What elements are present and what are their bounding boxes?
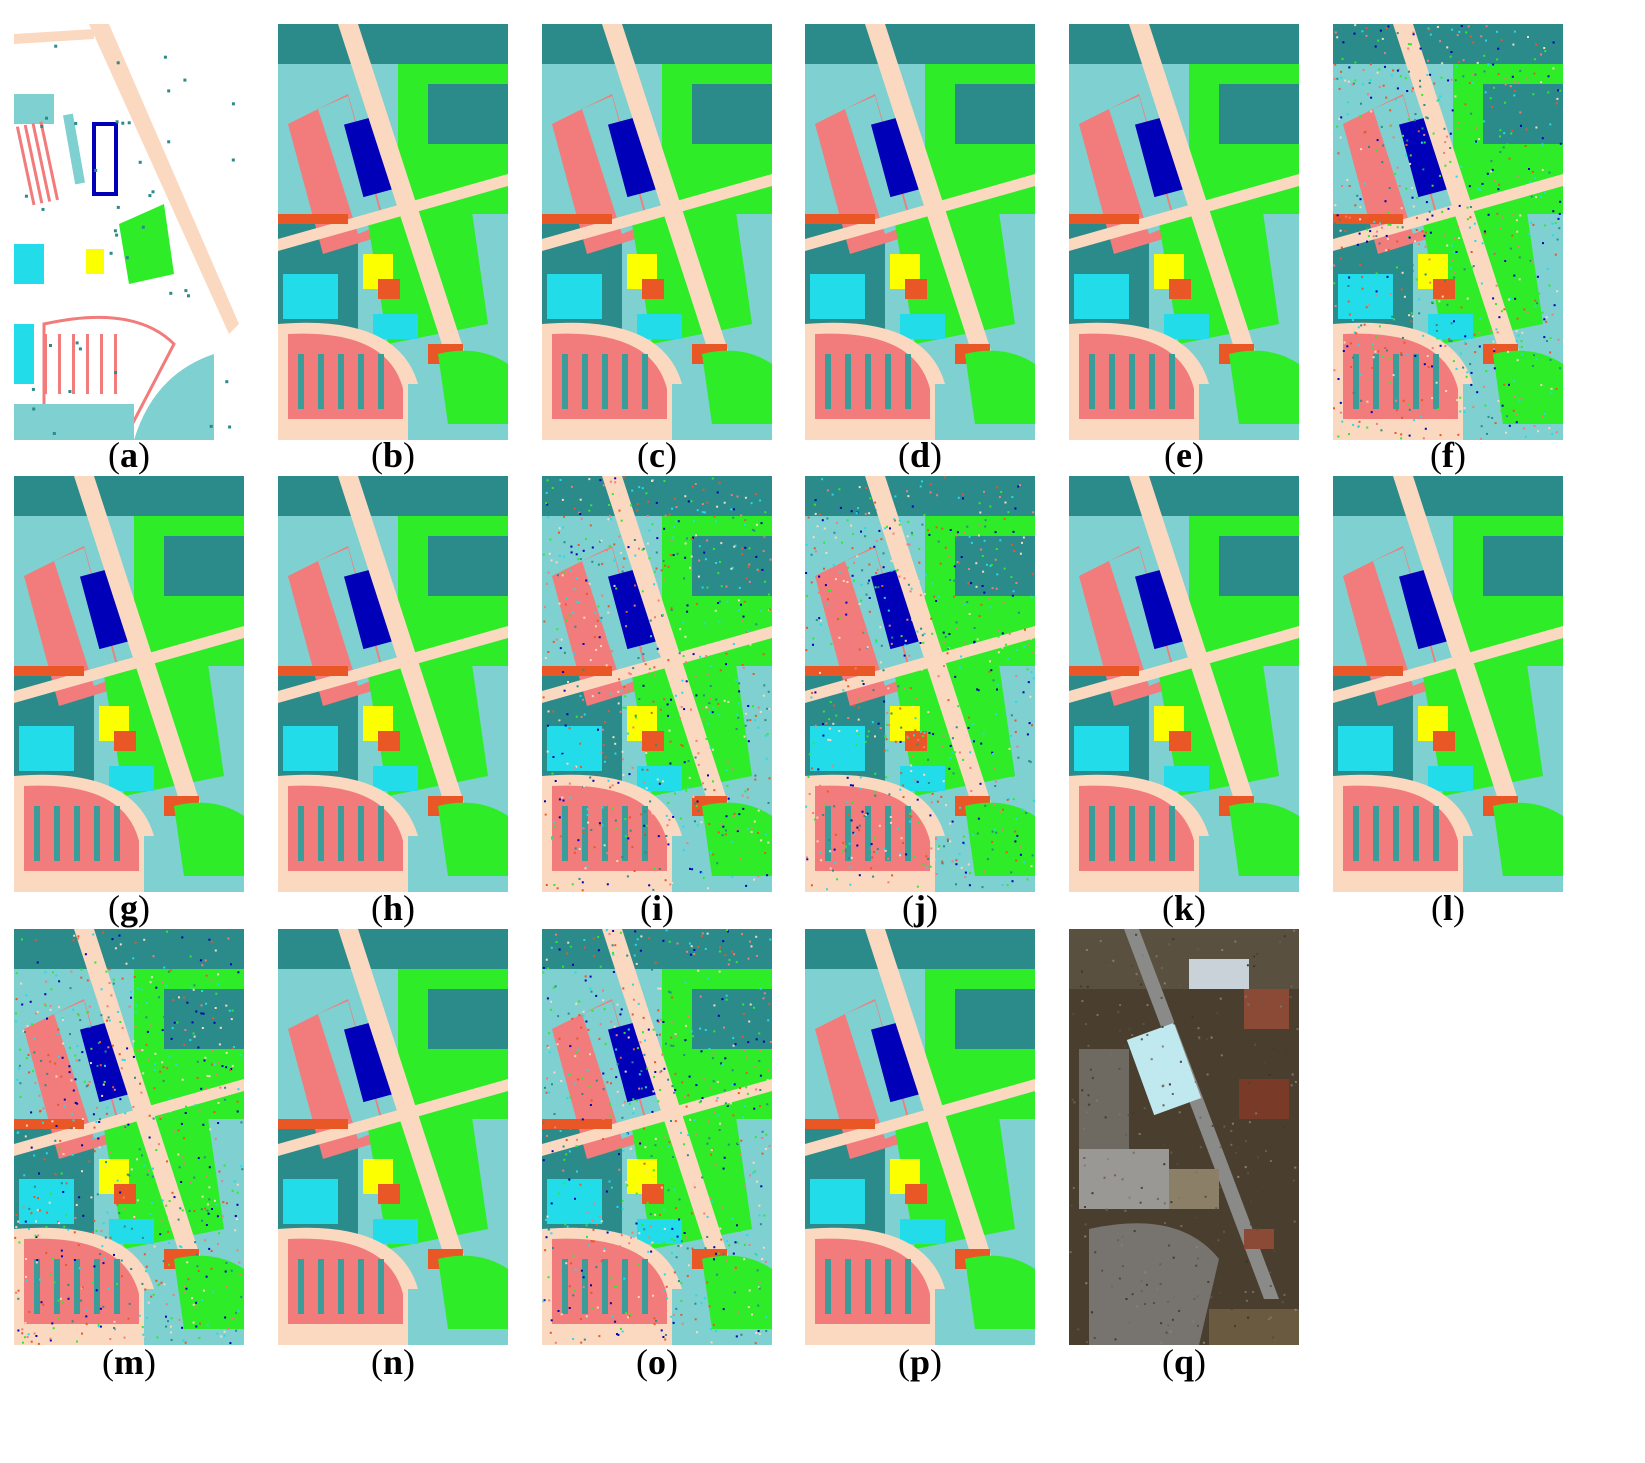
map-image-f <box>1333 24 1563 440</box>
caption-letter: b <box>382 435 404 475</box>
caption-o: (o) <box>636 1342 678 1382</box>
caption-letter: i <box>651 888 662 928</box>
caption-letter: f <box>1442 435 1454 475</box>
map-panel-q <box>1069 929 1299 1345</box>
caption-d: (d) <box>897 435 943 475</box>
map-panel-l <box>1333 476 1563 892</box>
caption-letter: e <box>1176 435 1192 475</box>
caption-l: (l) <box>1430 888 1465 928</box>
caption-h: (h) <box>370 888 416 928</box>
map-panel-b <box>278 24 508 440</box>
caption-letter: l <box>1442 888 1453 928</box>
caption-letter: m <box>114 1342 144 1382</box>
caption-letter: n <box>382 1342 404 1382</box>
caption-a: (a) <box>108 435 150 475</box>
map-image-h <box>278 476 508 892</box>
map-panel-e <box>1069 24 1299 440</box>
caption-g: (g) <box>108 888 150 928</box>
map-panel-h <box>278 476 508 892</box>
caption-j: (j) <box>902 888 938 928</box>
map-image-g <box>14 476 244 892</box>
map-panel-d <box>805 24 1035 440</box>
caption-m: (m) <box>102 1342 156 1382</box>
caption-q: (q) <box>1161 1342 1207 1382</box>
map-image-l <box>1333 476 1563 892</box>
map-panel-m <box>14 929 244 1345</box>
map-panel-k <box>1069 476 1299 892</box>
map-image-p <box>805 929 1035 1345</box>
map-panel-f <box>1333 24 1563 440</box>
map-panel-j <box>805 476 1035 892</box>
map-panel-c <box>542 24 772 440</box>
caption-p: (p) <box>897 1342 943 1382</box>
map-panel-i <box>542 476 772 892</box>
caption-i: (i) <box>639 888 674 928</box>
map-panel-n <box>278 929 508 1345</box>
map-image-c <box>542 24 772 440</box>
caption-letter: o <box>648 1342 666 1382</box>
caption-letter: d <box>909 435 931 475</box>
map-image-a <box>14 24 244 440</box>
map-image-k <box>1069 476 1299 892</box>
caption-e: (e) <box>1164 435 1204 475</box>
caption-letter: c <box>649 435 665 475</box>
map-panel-o <box>542 929 772 1345</box>
map-image-i <box>542 476 772 892</box>
map-panel-a <box>14 24 244 440</box>
caption-b: (b) <box>370 435 416 475</box>
map-image-n <box>278 929 508 1345</box>
map-image-b <box>278 24 508 440</box>
caption-letter: a <box>120 435 138 475</box>
caption-letter: p <box>909 1342 931 1382</box>
map-image-q <box>1069 929 1299 1345</box>
caption-letter: q <box>1173 1342 1195 1382</box>
map-image-m <box>14 929 244 1345</box>
map-image-e <box>1069 24 1299 440</box>
caption-f: (f) <box>1430 435 1466 475</box>
caption-n: (n) <box>370 1342 416 1382</box>
caption-letter: h <box>382 888 404 928</box>
caption-letter: j <box>914 888 926 928</box>
map-image-o <box>542 929 772 1345</box>
caption-letter: k <box>1173 888 1195 928</box>
caption-letter: g <box>120 888 138 928</box>
map-image-j <box>805 476 1035 892</box>
caption-c: (c) <box>637 435 677 475</box>
map-panel-g <box>14 476 244 892</box>
map-image-d <box>805 24 1035 440</box>
caption-k: (k) <box>1161 888 1207 928</box>
map-panel-p <box>805 929 1035 1345</box>
